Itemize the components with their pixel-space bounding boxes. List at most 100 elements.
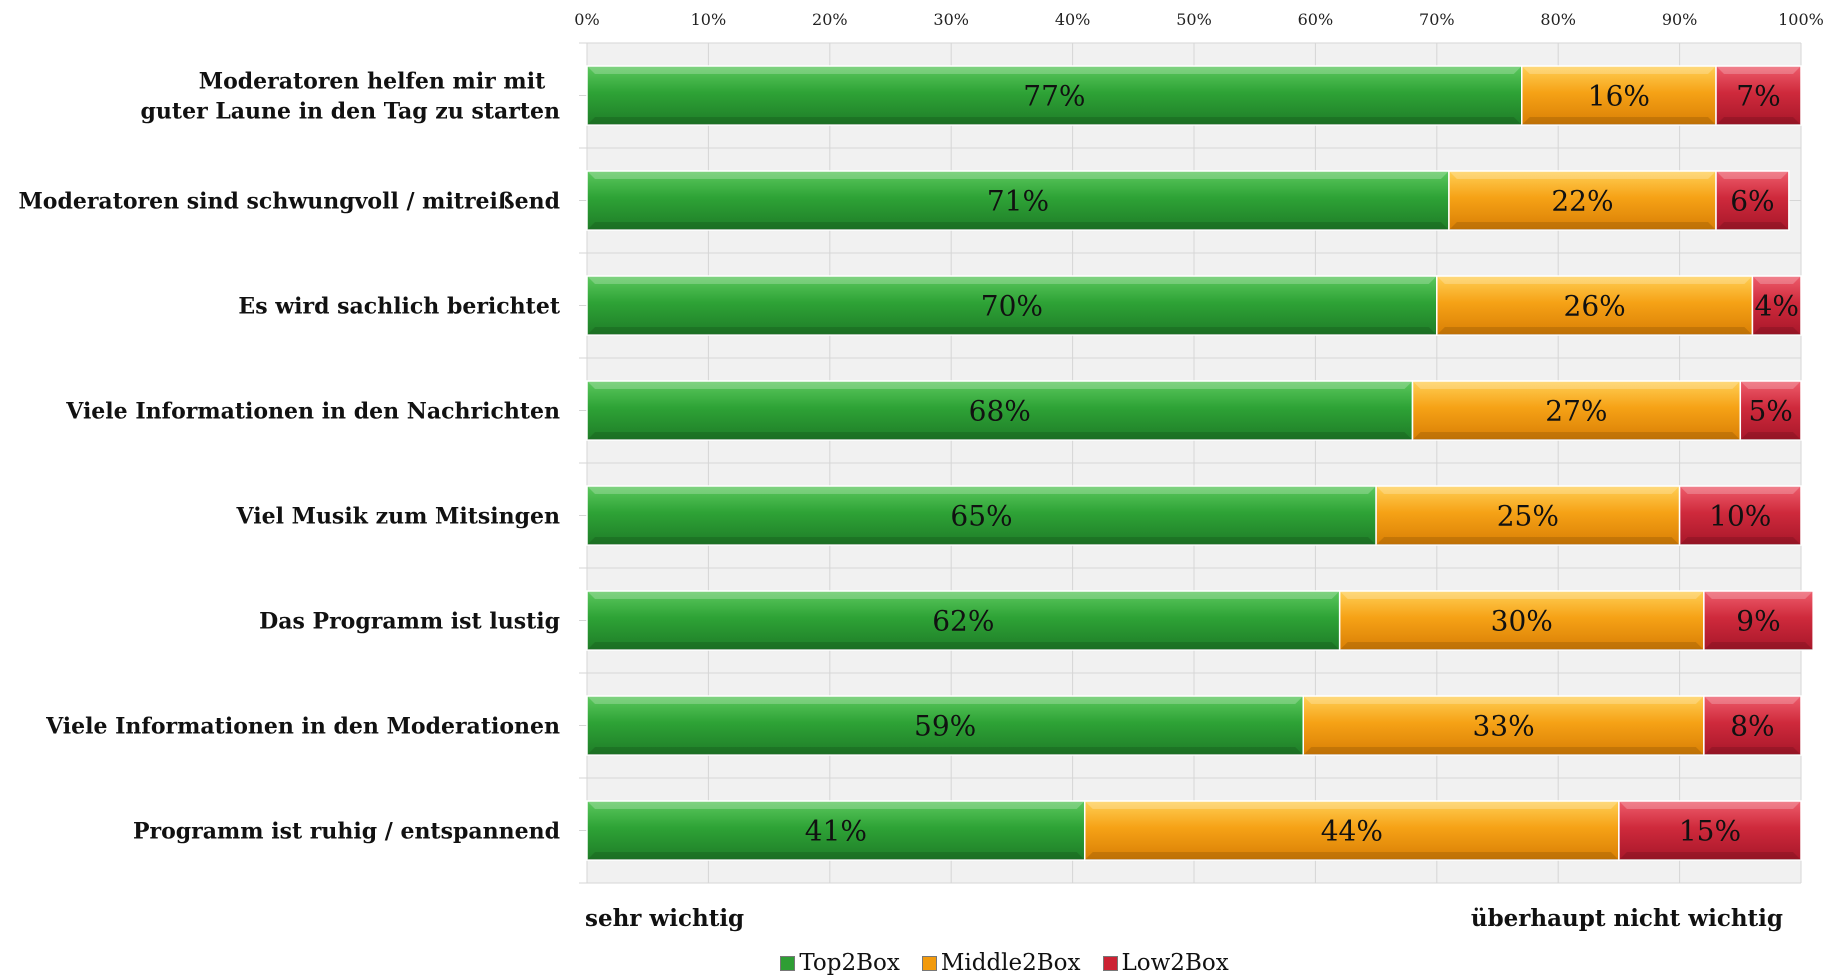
category-label: Programm ist ruhig / entspannend — [133, 819, 560, 845]
right-end-label: überhaupt nicht wichtig — [1470, 905, 1783, 932]
bar-bevel-shadow — [1703, 642, 1814, 650]
bar-bevel-highlight — [1740, 381, 1801, 389]
data-label: 10% — [1709, 500, 1771, 533]
legend-swatch-low2box — [1102, 955, 1118, 971]
category-label: Es wird sachlich berichtet — [238, 294, 560, 320]
bar-segment-middle2box — [1521, 65, 1717, 126]
data-label: 77% — [1023, 80, 1085, 113]
bar-segment-middle2box — [1375, 485, 1681, 546]
legend-swatch-middle2box — [921, 955, 937, 971]
bar-segment-middle2box — [1302, 695, 1705, 756]
bar-segment-top2box — [586, 695, 1305, 756]
bar-bevel-shadow — [587, 327, 1437, 335]
data-label: 22% — [1551, 185, 1613, 218]
data-label: 71% — [987, 185, 1049, 218]
bar-bevel-highlight — [1716, 171, 1789, 179]
bar-bevel-highlight — [1703, 696, 1801, 704]
legend-item-low2box: Low2Box — [1102, 950, 1229, 976]
data-label: 16% — [1588, 80, 1650, 113]
bar-bevel-shadow — [1716, 117, 1801, 125]
bar-bevel-shadow — [1618, 852, 1801, 860]
bar-bevel-shadow — [587, 642, 1340, 650]
legend: Top2Box Middle2Box Low2Box — [0, 950, 1829, 976]
bar-bevel-highlight — [587, 696, 1304, 704]
data-label: 62% — [932, 605, 994, 638]
bar-bevel-shadow — [587, 852, 1085, 860]
bar-segment-low2box — [1618, 800, 1802, 861]
x-tick-label: 70% — [1419, 10, 1455, 29]
category-label: Viel Musik zum Mitsingen — [236, 504, 560, 530]
bar-segment-low2box — [1703, 695, 1802, 756]
bar-bevel-shadow — [1084, 852, 1619, 860]
bar-bevel-shadow — [587, 222, 1449, 230]
bar-bevel-highlight — [1752, 276, 1801, 284]
category-label: Moderatoren helfen mir mit — [199, 69, 546, 95]
bar-segment-top2box — [586, 170, 1450, 231]
bar-segment-top2box — [586, 590, 1341, 651]
data-label: 15% — [1679, 815, 1741, 848]
bar-segment-middle2box — [1411, 380, 1742, 441]
bar-bevel-shadow — [1703, 747, 1801, 755]
category-label: Viele Informationen in den Nachrichten — [65, 399, 560, 425]
data-label: 8% — [1730, 710, 1774, 743]
x-tick-label: 50% — [1176, 10, 1212, 29]
legend-label-middle2box: Middle2Box — [940, 950, 1081, 976]
bar-segment-top2box — [586, 65, 1523, 126]
bar-bevel-highlight — [1084, 801, 1619, 809]
bar-bevel-shadow — [1716, 222, 1789, 230]
category-label: Viele Informationen in den Moderationen — [45, 714, 560, 740]
bar-segment-middle2box — [1083, 800, 1620, 861]
bar-bevel-highlight — [587, 66, 1522, 74]
bar-segment-middle2box — [1436, 275, 1754, 336]
bar-bevel-shadow — [1412, 432, 1741, 440]
bar-segment-low2box — [1715, 65, 1802, 126]
bar-segment-low2box — [1715, 170, 1790, 231]
data-label: 26% — [1564, 290, 1626, 323]
bar-bevel-shadow — [587, 432, 1413, 440]
bar-bevel-highlight — [1303, 696, 1704, 704]
bar-bevel-shadow — [1448, 222, 1717, 230]
data-label: 65% — [950, 500, 1012, 533]
bar-bevel-highlight — [587, 801, 1085, 809]
category-label: Moderatoren sind schwungvoll / mitreißen… — [18, 189, 560, 215]
data-label: 68% — [969, 395, 1031, 428]
bar-bevel-highlight — [1376, 486, 1680, 494]
bar-bevel-shadow — [1740, 432, 1801, 440]
bar-bevel-highlight — [587, 276, 1437, 284]
x-tick-label: 0% — [574, 10, 599, 29]
legend-label-low2box: Low2Box — [1121, 950, 1229, 976]
bar-bevel-highlight — [1339, 591, 1704, 599]
x-axis-ticks: 0% 10% 20% 30% 40% 50% 60% 70% 80% 90% 100% — [574, 10, 1824, 29]
data-label: 44% — [1321, 815, 1383, 848]
data-label: 30% — [1491, 605, 1553, 638]
bar-bevel-shadow — [1303, 747, 1704, 755]
data-label: 59% — [914, 710, 976, 743]
bar-bevel-shadow — [587, 747, 1304, 755]
legend-swatch-top2box — [780, 955, 796, 971]
x-tick-label: 90% — [1662, 10, 1698, 29]
bar-bevel-shadow — [587, 537, 1377, 545]
data-label: 5% — [1748, 395, 1792, 428]
data-label: 25% — [1497, 500, 1559, 533]
bar-bevel-highlight — [1618, 801, 1801, 809]
bar-segment-low2box — [1739, 380, 1802, 441]
category-labels: Moderatoren helfen mir mit guter Laune in… — [18, 69, 560, 845]
bar-bevel-highlight — [1703, 591, 1814, 599]
x-tick-label: 30% — [933, 10, 969, 29]
bar-bevel-highlight — [587, 486, 1377, 494]
category-label: guter Laune in den Tag zu starten — [141, 99, 560, 125]
left-end-label: sehr wichtig — [585, 905, 745, 932]
bar-bevel-shadow — [587, 117, 1522, 125]
bar-segment-middle2box — [1448, 170, 1717, 231]
x-tick-label: 20% — [812, 10, 848, 29]
bar-bevel-shadow — [1339, 642, 1704, 650]
bar-bevel-highlight — [587, 381, 1413, 389]
data-label: 7% — [1736, 80, 1780, 113]
data-label: 9% — [1736, 605, 1780, 638]
bar-segment-top2box — [586, 275, 1438, 336]
bar-segment-low2box — [1703, 590, 1814, 651]
bar-bevel-shadow — [1436, 327, 1753, 335]
bar-bevel-shadow — [1752, 327, 1801, 335]
bar-bevel-highlight — [1679, 486, 1801, 494]
